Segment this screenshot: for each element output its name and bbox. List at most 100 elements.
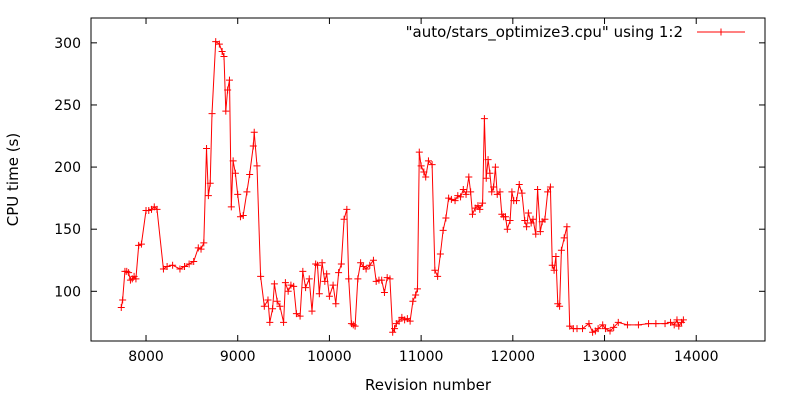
data-point xyxy=(231,169,239,177)
data-point xyxy=(420,168,428,176)
legend-label: "auto/stars_optimize3.cpu" using 1:2 xyxy=(406,23,683,42)
data-point xyxy=(323,270,331,278)
data-point xyxy=(428,161,436,169)
data-point xyxy=(302,284,310,292)
data-point xyxy=(380,289,388,297)
data-point xyxy=(557,246,565,254)
data-point xyxy=(281,279,289,287)
data-point xyxy=(227,203,235,211)
data-point xyxy=(508,188,516,196)
data-point xyxy=(308,307,316,315)
data-point xyxy=(340,215,348,223)
data-point xyxy=(225,76,233,84)
data-point xyxy=(284,287,292,295)
data-point xyxy=(501,213,509,221)
data-point xyxy=(521,216,529,224)
data-point xyxy=(280,318,288,326)
data-point xyxy=(566,322,574,330)
x-tick-label: 13000 xyxy=(582,349,627,365)
data-point xyxy=(645,320,653,328)
data-point xyxy=(125,269,133,277)
data-point xyxy=(273,297,281,305)
data-point xyxy=(415,148,423,156)
data-point xyxy=(409,297,417,305)
data-point xyxy=(312,260,320,268)
data-point xyxy=(675,322,683,330)
x-tick-label: 9000 xyxy=(220,349,256,365)
data-point xyxy=(204,192,212,200)
data-point xyxy=(299,267,307,275)
data-point xyxy=(224,86,232,94)
x-tick-label: 8000 xyxy=(128,349,164,365)
data-point xyxy=(431,266,439,274)
data-point xyxy=(579,325,587,333)
data-point xyxy=(243,188,251,196)
data-point xyxy=(610,323,618,331)
data-point xyxy=(524,209,532,217)
data-point xyxy=(585,320,593,328)
data-point xyxy=(337,260,345,268)
data-point xyxy=(447,195,455,203)
data-point xyxy=(484,156,492,164)
data-point xyxy=(197,245,205,253)
data-point xyxy=(560,234,568,242)
data-point xyxy=(468,210,476,218)
data-point xyxy=(264,296,272,304)
data-point xyxy=(606,327,614,335)
data-point xyxy=(412,291,420,299)
legend-marker-sample xyxy=(717,28,725,36)
data-point xyxy=(512,197,520,205)
data-point xyxy=(518,189,526,197)
data-point xyxy=(395,317,403,325)
data-point xyxy=(652,320,660,328)
x-tick-label: 12000 xyxy=(491,349,536,365)
data-point xyxy=(315,290,323,298)
series-line xyxy=(120,40,684,333)
data-point xyxy=(206,179,214,187)
data-point xyxy=(546,183,554,191)
data-point xyxy=(474,202,482,210)
data-point xyxy=(389,328,397,336)
x-tick-label: 11000 xyxy=(399,349,444,365)
data-point xyxy=(203,144,211,152)
data-point xyxy=(305,275,313,283)
data-point xyxy=(257,272,265,280)
data-point xyxy=(159,265,167,273)
data-point xyxy=(480,115,488,123)
data-point xyxy=(451,197,459,205)
axes: 8000 9000 10000 11000 12000 13000 14000 100 150 2… xyxy=(54,17,766,365)
data-point xyxy=(163,262,171,270)
data-point xyxy=(181,262,189,270)
data-point xyxy=(491,163,499,171)
data-point xyxy=(439,226,447,234)
data-point xyxy=(250,128,258,136)
data-point xyxy=(563,223,571,231)
data-point xyxy=(667,318,675,326)
data-point xyxy=(234,190,242,198)
data-point xyxy=(332,300,340,308)
data-point xyxy=(424,157,432,165)
data-point xyxy=(529,215,537,223)
data-point xyxy=(413,285,421,293)
data-point xyxy=(679,316,687,324)
data-point xyxy=(185,260,193,268)
x-tick-label: 10000 xyxy=(307,349,352,365)
data-point xyxy=(246,171,254,179)
data-point xyxy=(369,256,377,264)
data-point xyxy=(503,225,511,233)
legend: "auto/stars_optimize3.cpu" using 1:2 xyxy=(406,23,745,42)
data-point xyxy=(386,275,394,283)
data-point xyxy=(523,223,531,231)
data-point xyxy=(422,173,430,181)
data-point xyxy=(321,277,329,285)
data-point xyxy=(239,212,247,220)
data-point xyxy=(200,239,208,247)
data-point xyxy=(296,312,304,320)
data-point xyxy=(465,173,473,181)
data-point xyxy=(222,107,230,115)
data-point xyxy=(329,281,337,289)
data-point xyxy=(406,317,414,325)
data-point xyxy=(594,325,602,333)
data-point xyxy=(169,261,177,269)
